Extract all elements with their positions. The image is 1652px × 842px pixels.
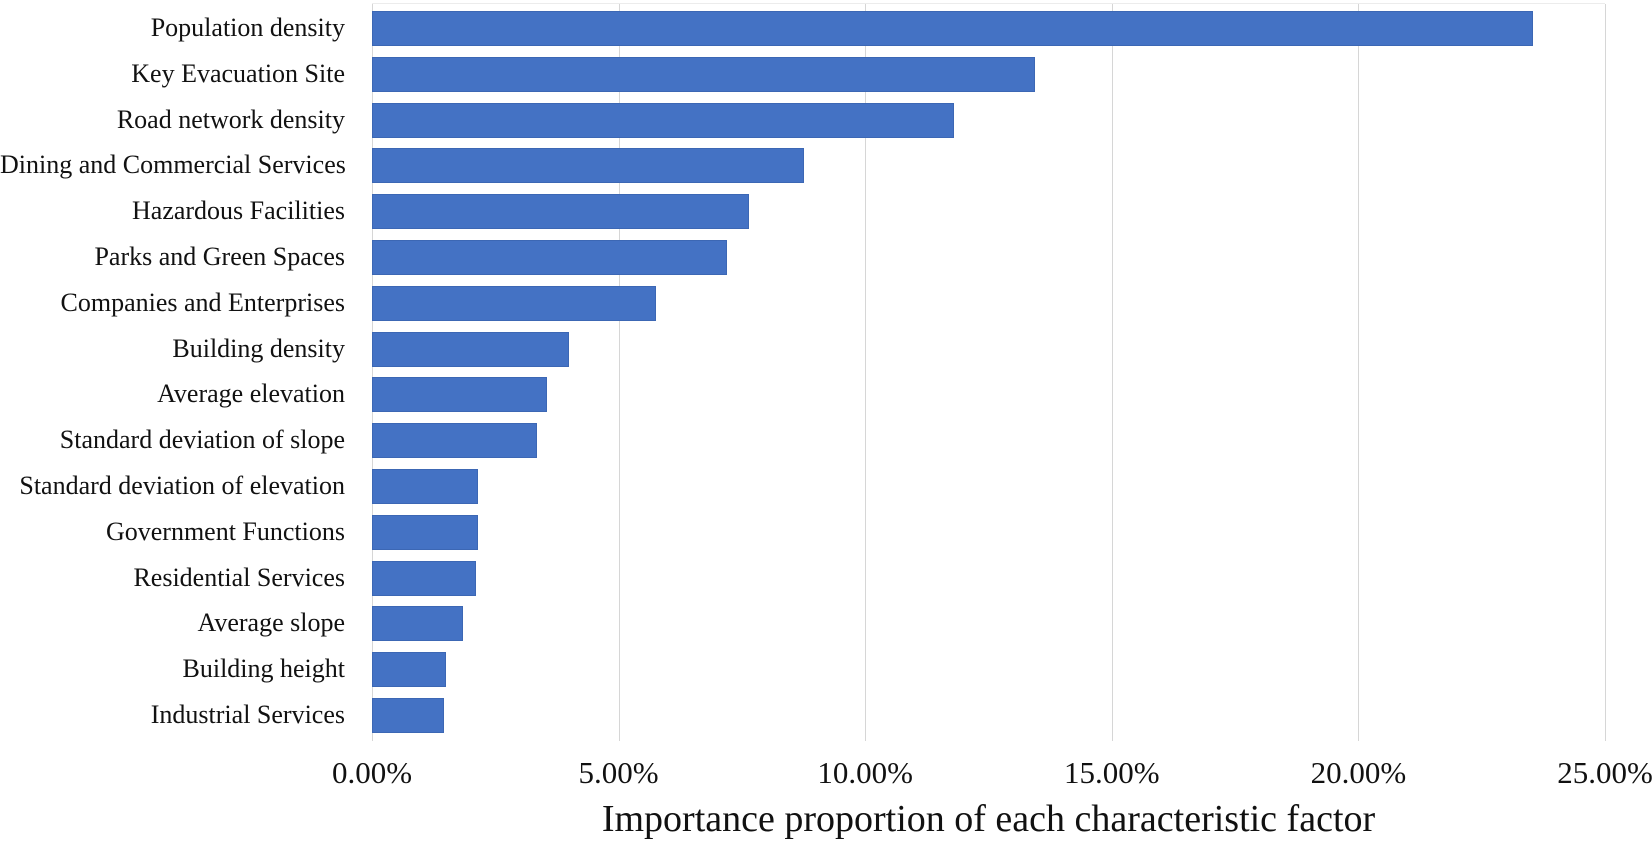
bar bbox=[372, 240, 728, 275]
bar bbox=[372, 148, 804, 184]
x-tick-label: 10.00% bbox=[817, 755, 913, 790]
x-axis-title: Importance proportion of each characteri… bbox=[601, 798, 1376, 840]
category-label: Standard deviation of slope bbox=[59, 425, 345, 455]
bar bbox=[372, 377, 548, 413]
category-label: Government Functions bbox=[105, 516, 345, 546]
gridline-0.00% bbox=[372, 4, 373, 741]
category-label: Key Evacuation Site bbox=[131, 58, 345, 88]
category-label: Parks and Green Spaces bbox=[94, 242, 345, 271]
bar bbox=[372, 652, 446, 688]
category-label: Dining and Commercial Services bbox=[0, 150, 346, 180]
category-label: Population density bbox=[150, 13, 345, 42]
plot-area bbox=[372, 3, 1606, 741]
category-label: Industrial Services bbox=[150, 700, 345, 729]
category-label: Hazardous Facilities bbox=[132, 196, 345, 226]
bar bbox=[372, 606, 464, 642]
x-tick-label: 25.00% bbox=[1557, 755, 1652, 790]
category-label: Average slope bbox=[197, 608, 345, 638]
bar bbox=[372, 514, 479, 550]
gridline-20.00% bbox=[1358, 4, 1360, 741]
bar bbox=[372, 469, 479, 504]
x-tick-label: 5.00% bbox=[578, 755, 659, 790]
x-tick-label: 15.00% bbox=[1064, 755, 1160, 790]
x-tick-label: 0.00% bbox=[331, 755, 413, 790]
bar bbox=[372, 698, 444, 733]
category-label: Average elevation bbox=[157, 379, 345, 409]
category-label: Standard deviation of elevation bbox=[19, 471, 345, 500]
bar bbox=[372, 102, 954, 138]
bar bbox=[372, 331, 570, 367]
gridline-25.00% bbox=[1605, 4, 1606, 741]
category-label: Building height bbox=[182, 654, 346, 684]
gridline-5.00% bbox=[618, 4, 620, 741]
category-label: Residential Services bbox=[133, 562, 345, 592]
category-label: Road network density bbox=[116, 104, 345, 134]
category-label: Companies and Enterprises bbox=[60, 287, 346, 317]
bar bbox=[372, 11, 1534, 46]
category-label: Building density bbox=[172, 333, 345, 363]
bar bbox=[372, 423, 538, 459]
bar bbox=[372, 285, 656, 321]
gridline-15.00% bbox=[1111, 4, 1113, 741]
gridline-10.00% bbox=[865, 4, 867, 741]
x-tick-label: 20.00% bbox=[1310, 755, 1407, 790]
bar bbox=[372, 560, 476, 596]
bar bbox=[372, 56, 1036, 92]
bar bbox=[372, 194, 750, 230]
